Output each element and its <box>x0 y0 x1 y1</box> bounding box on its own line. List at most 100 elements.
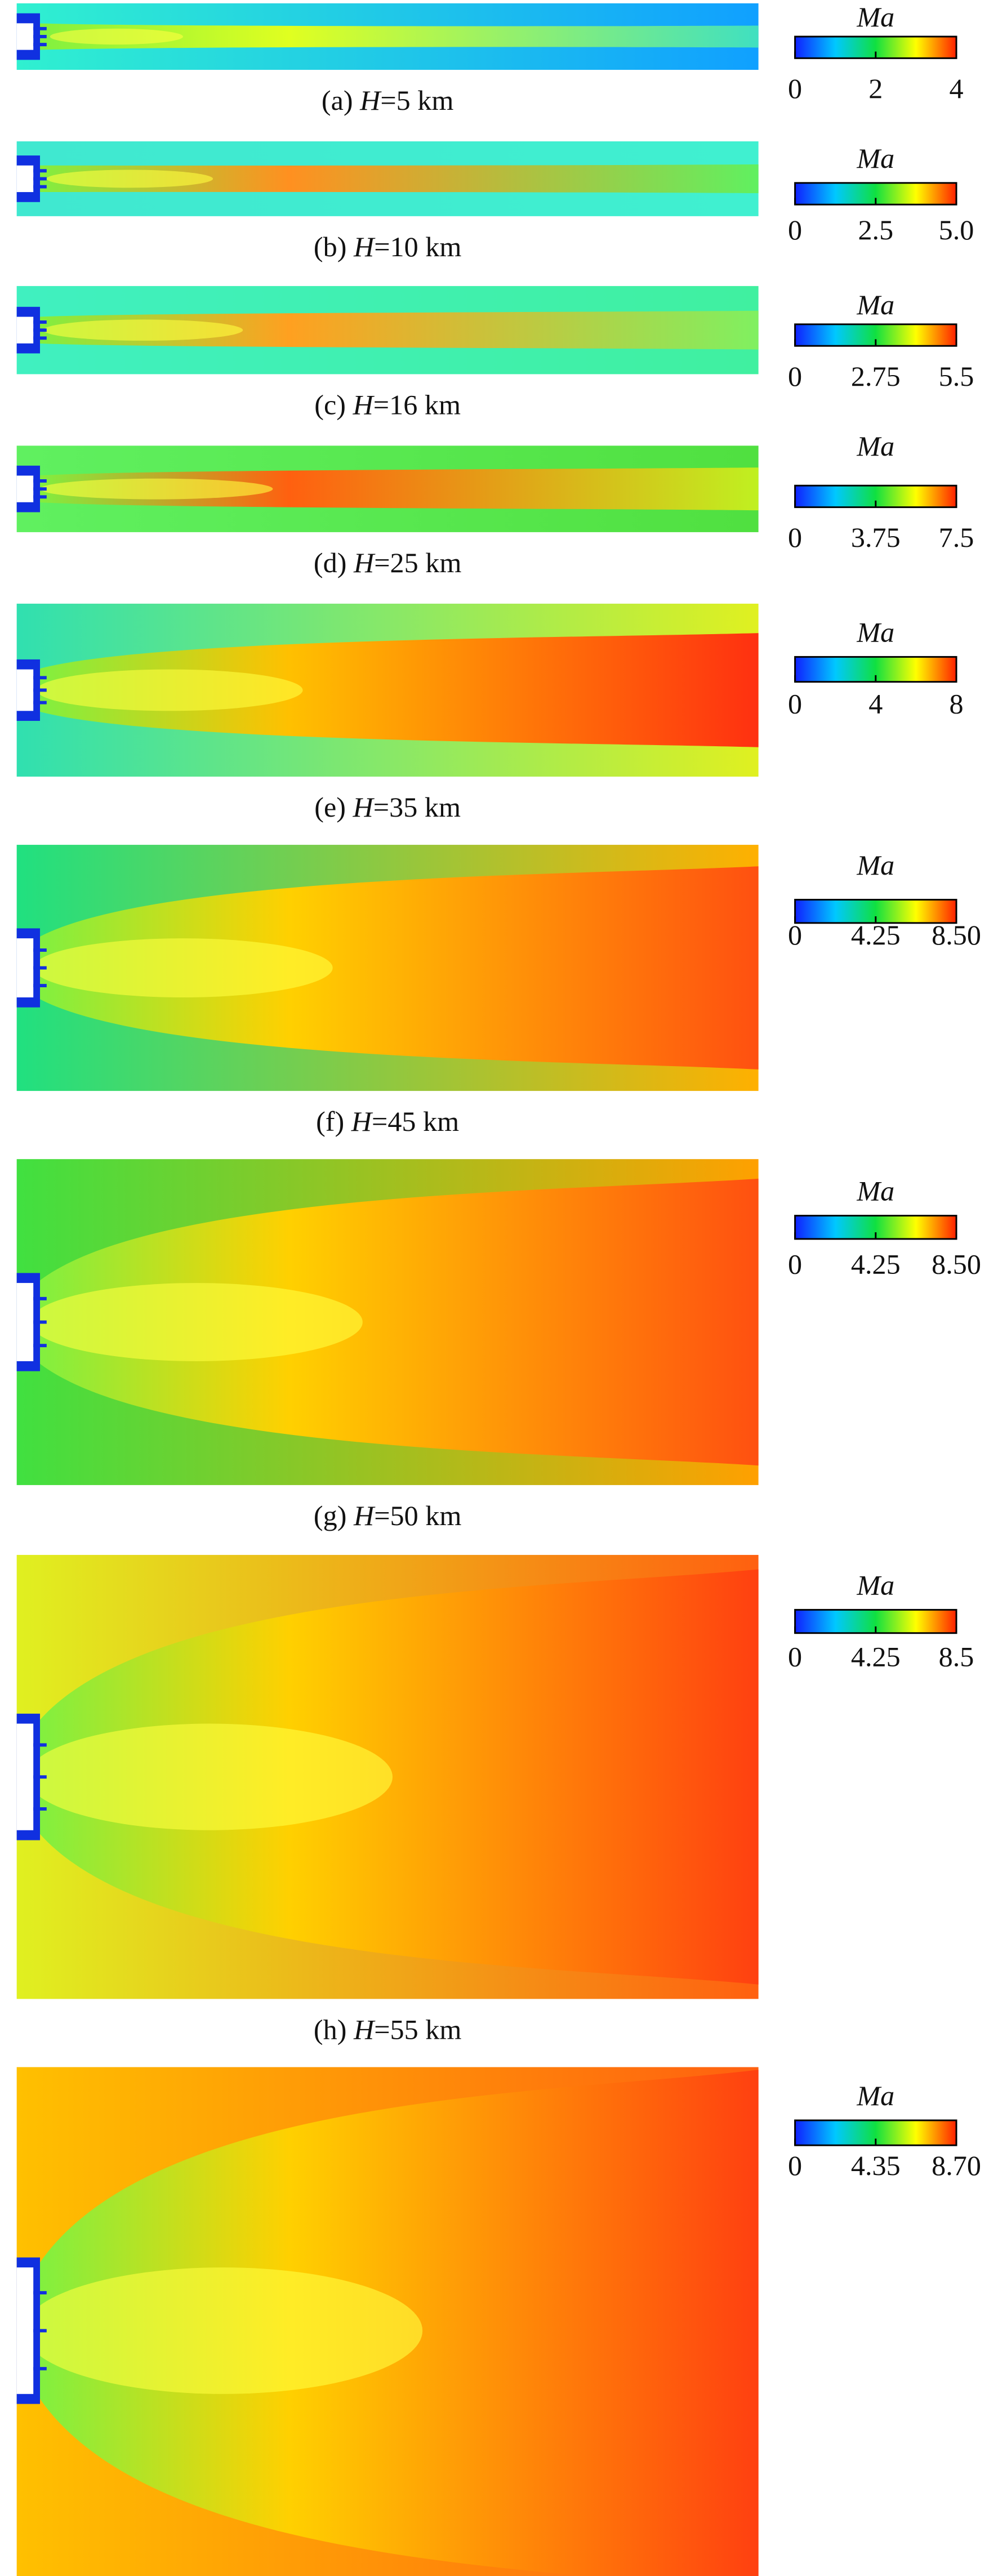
colorbar-tick-label: 8 <box>949 688 963 719</box>
colorbar-title: Ma <box>856 430 894 462</box>
caption-label: (a) <box>322 84 360 116</box>
caption-label: (c) <box>314 389 353 420</box>
colorbar-tick-label: 7.5 <box>939 522 974 553</box>
caption: (g) H=50 km <box>314 1499 462 1531</box>
caption-rest: =35 km <box>373 791 461 823</box>
colorbar-tick-label: 0 <box>788 1641 802 1672</box>
caption: (c) H=16 km <box>314 389 461 420</box>
caption: (b) H=10 km <box>314 230 462 262</box>
plume <box>37 1569 759 1985</box>
caption-rest: =5 km <box>380 84 453 116</box>
plume <box>37 633 759 747</box>
colorbar-title: Ma <box>856 617 894 648</box>
nozzle <box>16 669 34 711</box>
colorbar-tick-label: 0 <box>788 2150 802 2181</box>
nozzle <box>16 317 34 344</box>
panel: (d) H=25 km Ma 0 3.75 7.5 <box>16 430 974 578</box>
colorbar-tick-label: 4 <box>949 73 963 104</box>
colorbar-tick-label: 2.5 <box>858 214 893 246</box>
core <box>40 478 273 500</box>
panel: (f) H=45 km Ma 0 4.25 8.50 <box>16 845 981 1137</box>
caption-rest: =16 km <box>373 389 461 420</box>
caption-label: (g) <box>314 1499 354 1531</box>
colorbar-tick-label: 0 <box>788 360 802 392</box>
colorbar-tick-label: 4 <box>868 688 883 719</box>
caption-label: (h) <box>314 2013 354 2045</box>
caption-label: (e) <box>314 791 353 823</box>
colorbar-tick-label: 4.25 <box>851 1249 901 1280</box>
caption-var: H <box>353 791 375 823</box>
colorbar-tick-label: 5.5 <box>939 360 974 392</box>
colorbar-tick-label: 8.5 <box>939 1641 974 1672</box>
panel: (h) H=55 km Ma 0 4.25 8.5 <box>16 1554 974 2045</box>
colorbar-title: Ma <box>856 1 894 33</box>
colorbar-tick-label: 3.75 <box>851 522 901 553</box>
plume <box>37 164 759 194</box>
caption: (f) H=45 km <box>316 1106 459 1137</box>
panel: (b) H=10 km Ma 0 2.5 5.0 <box>16 141 974 262</box>
colorbar-title: Ma <box>856 142 894 174</box>
caption-var: H <box>353 1499 376 1531</box>
core <box>30 1283 363 1361</box>
colorbar-tick-label: 0 <box>788 73 802 104</box>
caption-label: (d) <box>314 546 354 578</box>
core <box>26 1723 393 1830</box>
caption-var: H <box>359 84 382 116</box>
nozzle <box>16 2267 34 2394</box>
colorbar-tick-label: 4.35 <box>851 2150 901 2181</box>
colorbar-tick-label: 8.50 <box>932 1249 981 1280</box>
core <box>50 28 183 45</box>
core <box>46 170 213 188</box>
plume <box>37 23 759 50</box>
plume <box>37 866 759 1069</box>
colorbar-tick-label: 4.25 <box>851 1641 901 1672</box>
colorbar-tick-label: 0 <box>788 688 802 719</box>
panel: (a) H=5 km Ma 0 2 4 <box>16 1 964 116</box>
plume <box>37 310 759 350</box>
caption-var: H <box>353 230 376 262</box>
nozzle <box>16 938 34 998</box>
nozzle <box>16 475 34 502</box>
panel: (e) H=35 km Ma 0 4 8 <box>16 603 964 823</box>
colorbar-title: Ma <box>856 849 894 881</box>
caption: (h) H=55 km <box>314 2013 462 2045</box>
colorbar-tick-label: 2.75 <box>851 360 901 392</box>
nozzle <box>16 23 34 50</box>
panel: (c) H=16 km Ma 0 2.75 5.5 <box>16 286 974 420</box>
colorbar-title: Ma <box>856 1570 894 1601</box>
caption-var: H <box>353 546 376 578</box>
caption-rest: =55 km <box>374 2013 461 2045</box>
panel: (g) H=50 km Ma 0 4.25 8.50 <box>16 1159 981 1531</box>
colorbar-tick-label: 8.70 <box>932 2150 981 2181</box>
colorbar-tick-label: 0 <box>788 214 802 246</box>
colorbar-tick-label: 0 <box>788 1249 802 1280</box>
colorbar-tick-label: 8.50 <box>932 919 981 951</box>
plume <box>37 1178 759 1466</box>
colorbar-title: Ma <box>856 1175 894 1207</box>
colorbar-tick-label: 0 <box>788 522 802 553</box>
caption: (d) H=25 km <box>314 546 462 578</box>
caption-rest: =45 km <box>372 1106 459 1137</box>
caption: (e) H=35 km <box>314 791 461 823</box>
caption-rest: =50 km <box>374 1499 461 1531</box>
colorbar-tick-label: 5.0 <box>939 214 974 246</box>
core <box>23 2267 423 2394</box>
caption: (a) H=5 km <box>322 84 454 116</box>
colorbar-tick-label: 2 <box>868 73 883 104</box>
nozzle <box>16 1723 34 1830</box>
colorbar-title: Ma <box>856 2080 894 2111</box>
caption-var: H <box>351 1106 373 1137</box>
plume <box>37 467 759 511</box>
caption-rest: =25 km <box>374 546 461 578</box>
caption-rest: =10 km <box>374 230 461 262</box>
nozzle <box>16 1283 34 1361</box>
caption-var: H <box>353 2013 376 2045</box>
colorbar-tick-label: 0 <box>788 919 802 951</box>
caption-label: (b) <box>314 230 354 262</box>
core <box>43 319 243 341</box>
colorbar-title: Ma <box>856 289 894 320</box>
core <box>37 669 303 711</box>
caption-label: (f) <box>316 1106 351 1137</box>
